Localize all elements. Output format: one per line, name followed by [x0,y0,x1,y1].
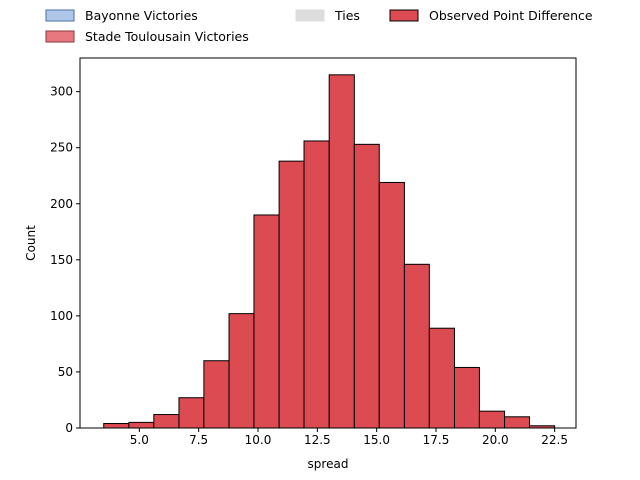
y-axis: 0 50 100 150 200 250 300 [50,85,80,435]
x-axis-label: spread [308,457,349,471]
histogram-bar [128,421,155,429]
histogram-bar [353,143,380,429]
legend-label: Observed Point Difference [429,8,593,23]
histogram-bar [203,360,230,429]
bars [103,74,556,429]
y-tick-label: 50 [58,365,73,379]
histogram-bar [478,410,506,429]
histogram-bar [153,414,180,429]
x-tick-label: 12.5 [304,433,331,447]
histogram-bar [178,397,205,429]
y-tick-label: 150 [50,253,73,267]
x-axis: 5.0 7.5 10.0 12.5 15.0 17.5 20.0 22.5 [130,428,568,447]
histogram-bar [403,263,430,429]
legend-swatch [45,30,75,43]
histogram-bar [253,214,280,429]
x-tick-label: 7.5 [189,433,208,447]
histogram-bar [228,313,255,429]
legend-label: Bayonne Victories [85,8,198,23]
histogram-bar [103,423,130,429]
legend-swatch [295,9,325,22]
legend-swatch [45,9,75,22]
legend-label: Ties [334,8,360,23]
legend-swatch [389,9,419,22]
x-tick-label: 15.0 [363,433,390,447]
histogram-bar [528,425,556,429]
y-tick-label: 300 [50,85,73,99]
x-tick-label: 17.5 [423,433,450,447]
histogram-bar [278,160,305,429]
histogram-bar [428,327,455,429]
y-axis-label: Count [24,225,38,261]
histogram-bar [303,140,330,429]
histogram-bar [453,366,480,429]
x-tick-label: 10.0 [245,433,272,447]
y-tick-label: 200 [50,197,73,211]
histogram-bar [328,74,355,429]
histogram-bar [378,181,405,429]
legend-label: Stade Toulousain Victories [85,29,249,44]
y-tick-label: 0 [65,421,73,435]
y-tick-label: 250 [50,141,73,155]
histogram-bar [504,416,530,429]
x-tick-label: 22.5 [541,433,568,447]
x-tick-label: 20.0 [482,433,509,447]
legend: Bayonne Victories Stade Toulousain Victor… [45,8,593,44]
y-tick-label: 100 [50,309,73,323]
x-tick-label: 5.0 [130,433,149,447]
